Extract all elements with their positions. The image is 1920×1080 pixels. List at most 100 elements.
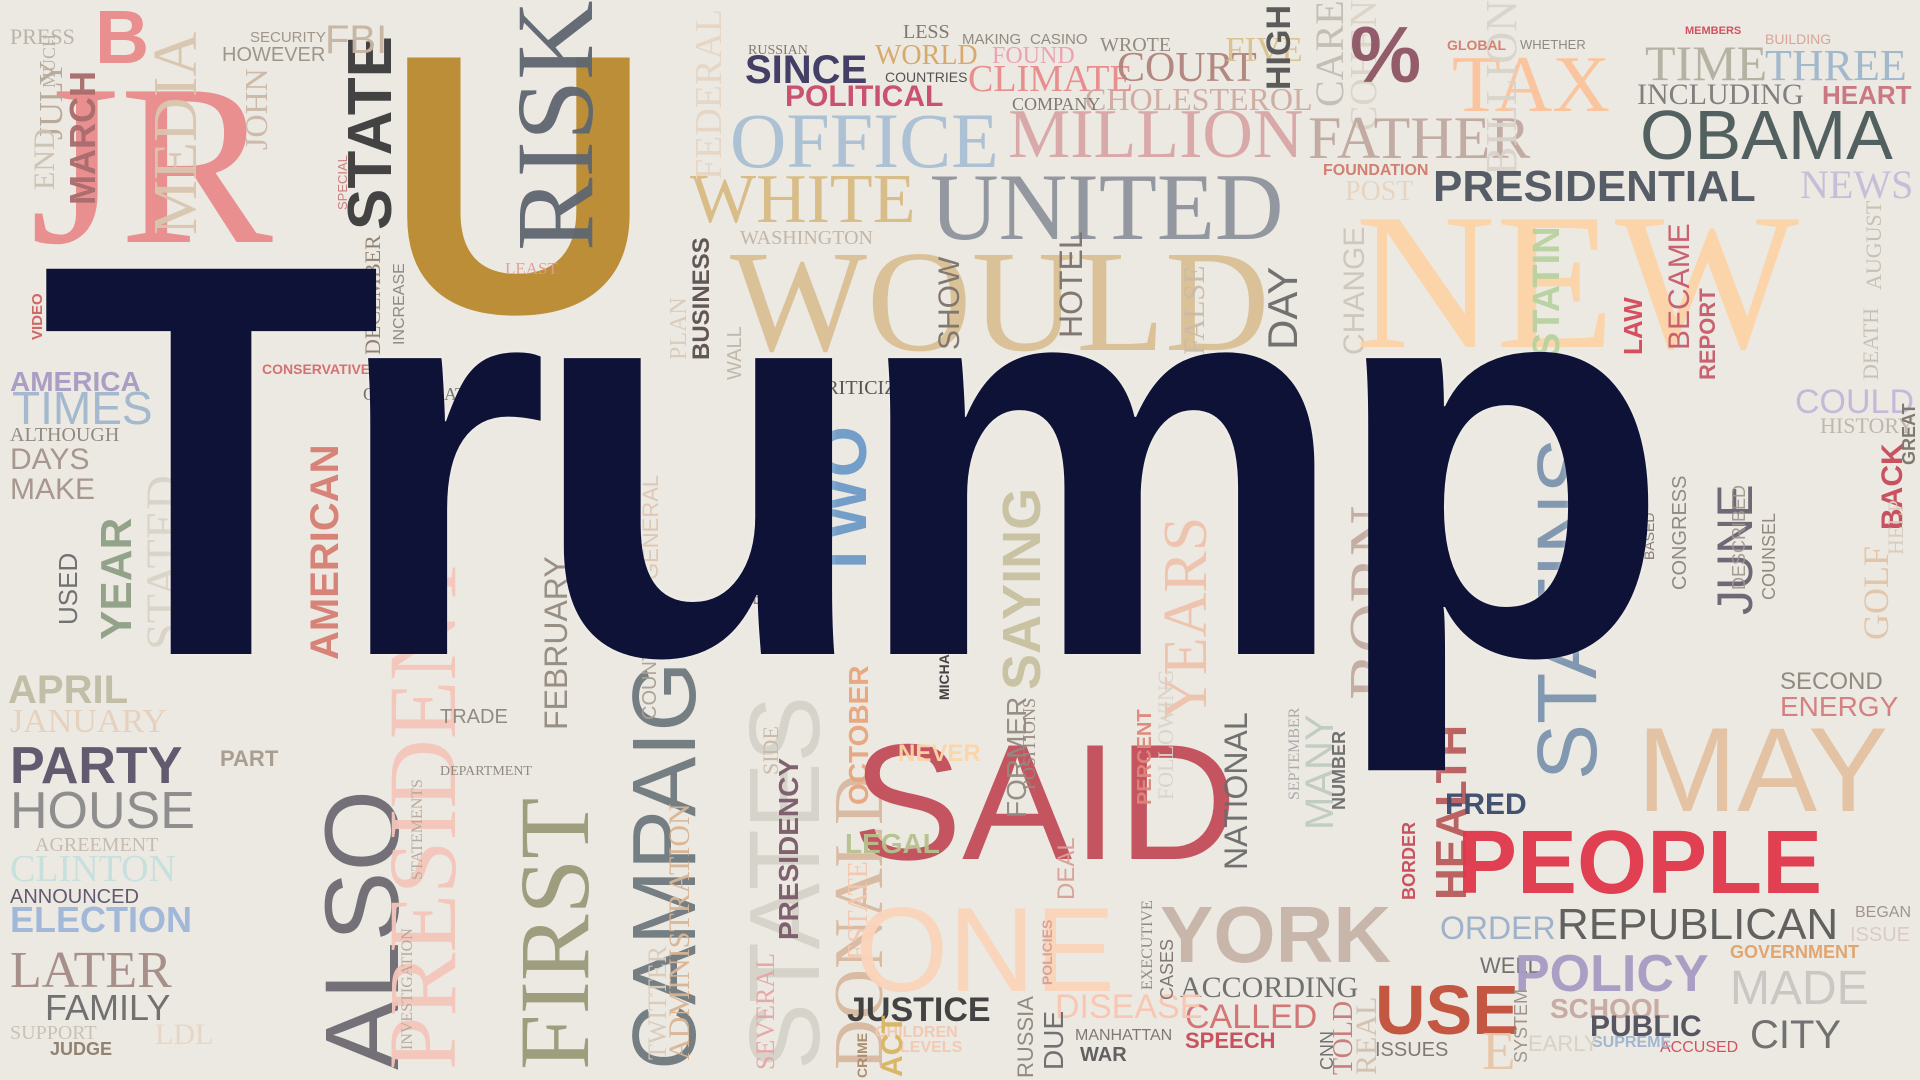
word-global: GLOBAL (1447, 37, 1507, 53)
word-presidential: PRESIDENTIAL (1433, 162, 1756, 211)
word-days: DAYS (10, 443, 90, 476)
word-casino: CASINO (1030, 31, 1088, 48)
word-party: PARTY (10, 737, 183, 795)
word-five: FIVE (1225, 30, 1303, 69)
word-new: NEW (1355, 174, 1799, 390)
word-several: SEVERAL (751, 953, 780, 1070)
word-times: TIMES (12, 382, 153, 434)
word-became: BECAME (1663, 223, 1696, 350)
word-supreme: SUPREME (1592, 1034, 1672, 1051)
word-may: MAY (1637, 703, 1889, 837)
word-company: COMPANY (1012, 94, 1101, 114)
word-wrote: WROTE (1100, 34, 1172, 56)
word-house: HOUSE (10, 782, 195, 840)
word-america: AMERICA (10, 366, 141, 397)
word-help: HELP (1883, 500, 1908, 555)
word-judge: JUDGE (50, 1039, 113, 1059)
word-january: JANUARY (10, 703, 167, 740)
word-russia: RUSSIA (1013, 996, 1038, 1078)
word-press: PRESS (10, 24, 75, 49)
word-border: BORDER (1399, 821, 1419, 900)
word-election: ELECTION (10, 899, 193, 940)
word-act: ACT (876, 1015, 909, 1077)
word-death: DEATH (1858, 307, 1883, 380)
word-disease: DISEASE (1055, 988, 1203, 1026)
word-issue: ISSUE (1850, 924, 1911, 946)
word-court: COURT (1117, 45, 1257, 91)
word-legal: LEGAL (845, 828, 940, 859)
word-members: MEMBERS (1685, 25, 1742, 37)
word-attorney: ATTORNEY (992, 377, 1098, 399)
word-august: AUGUST (1861, 200, 1886, 290)
word-jr: JR (30, 37, 273, 292)
word-according: ACCORDING (1180, 971, 1359, 1004)
word-part: PART (220, 746, 279, 771)
word-children: CHILDREN (875, 1024, 958, 1041)
word-issues: ISSUES (1375, 1039, 1449, 1061)
word-second: SECOND (1780, 668, 1883, 695)
word-april: APRIL (8, 668, 128, 712)
word-described: DESCRIBED (1729, 484, 1749, 590)
word-announced: ANNOUNCED (10, 886, 139, 908)
word-including: INCLUDING (1637, 78, 1804, 111)
word-war: WAR (1080, 1044, 1127, 1066)
word-public: PUBLIC (1590, 1010, 1702, 1043)
word-political: POLITICAL (785, 80, 944, 113)
word-report: REPORT (1695, 288, 1720, 380)
word-department: DEPARTMENT (440, 764, 532, 779)
word-early: EARLY (1528, 1031, 1599, 1056)
word-order: ORDER (1440, 910, 1556, 946)
word-justice: JUSTICE (847, 991, 991, 1029)
word-great: GREAT (1899, 403, 1919, 465)
word-book: BOOK (752, 587, 810, 609)
word-would: WOULD (730, 222, 1270, 382)
word-twitter: TWITTER (643, 945, 672, 1060)
word-golf: GOLF (1856, 545, 1896, 640)
word-manhattan: MANHATTAN (1075, 1027, 1173, 1044)
word-whether: WHETHER (1520, 37, 1586, 52)
word-deal: DEAL (1053, 837, 1080, 900)
word-one: ONE (855, 883, 1116, 1017)
word-counsel: COUNSEL (1759, 512, 1779, 600)
word-climate: CLIMATE (968, 58, 1133, 100)
word-however: HOWEVER (222, 44, 326, 66)
word-cases: CASES (1157, 938, 1177, 1000)
word-although: ALTHOUGH (10, 424, 120, 446)
word-obama: OBAMA (1640, 96, 1893, 174)
word-percent-symbol: % (1350, 10, 1422, 99)
word-republican: REPUBLICAN (1557, 900, 1839, 949)
word-office: OFFICE (730, 97, 999, 184)
word-making: MAKING (962, 31, 1022, 48)
word-speech: SPEECH (1185, 1028, 1276, 1053)
word-heart: HEART (1822, 80, 1912, 110)
word-accused: ACCUSED (1660, 1039, 1739, 1056)
word-criticized: CRITICIZED (812, 377, 924, 399)
word-million: MILLION (1008, 96, 1304, 173)
word-russian: RUSSIAN (748, 43, 808, 58)
word-cholesterol: CHOLESTEROL (1085, 81, 1313, 117)
word-statements: STATEMENTS (409, 779, 426, 880)
word-cnn: CNN (1317, 1031, 1337, 1070)
word-less: LESS (903, 21, 950, 43)
word-security: SECURITY (250, 29, 326, 46)
word-energy: ENERGY (1780, 691, 1899, 722)
word-school: SCHOOL (1550, 993, 1670, 1024)
word-use: USE (1375, 971, 1519, 1049)
word-world: WORLD (875, 40, 978, 71)
word-city: CITY (1750, 1013, 1842, 1057)
word-presidency: PRESIDENCY (773, 757, 804, 940)
word-ldl: LDL (155, 1018, 214, 1051)
word-since: SINCE (745, 48, 868, 92)
word-executive: EXECUTIVE (1139, 900, 1156, 990)
word-later: LATER (10, 942, 172, 999)
word-countries: COUNTRIES (885, 69, 968, 85)
word-clinton: CLINTON (10, 848, 177, 890)
word-fbi: FBI (325, 18, 388, 62)
word-congress: CONGRESS (1669, 475, 1691, 590)
word-time: TIME (1645, 35, 1768, 91)
word-u: U (385, 0, 653, 391)
word-trump: Trump (40, 147, 1671, 773)
word-father: FATHER (1308, 105, 1531, 171)
word-well: WELL (1480, 953, 1540, 978)
